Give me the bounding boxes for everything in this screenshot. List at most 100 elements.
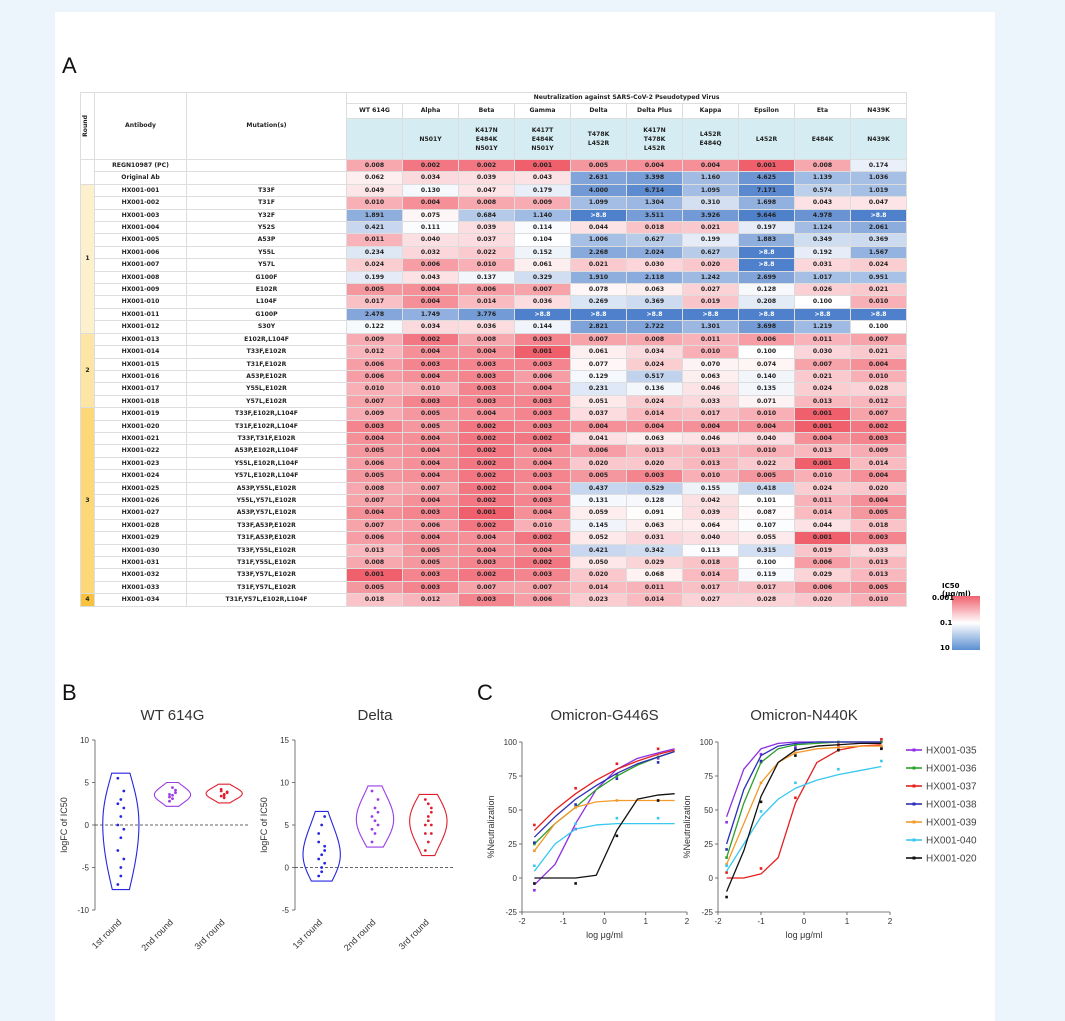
ic50-cell: 0.034	[626, 345, 683, 359]
panel-c-label: C	[477, 680, 493, 705]
ic50-cell: 0.039	[458, 171, 515, 185]
ic50-cell: 0.111	[402, 221, 459, 235]
ic50-cell: >8.8	[738, 258, 795, 272]
ic50-cell: 0.574	[794, 183, 851, 198]
ic50-cell: 0.061	[514, 258, 571, 272]
legend-colorbar	[952, 596, 980, 650]
mutation-cell: E102R,L104F	[186, 332, 347, 347]
ic50-cell: 0.010	[849, 295, 908, 309]
ic50-cell: 3.511	[626, 208, 683, 223]
ic50-cell: 0.063	[626, 283, 683, 297]
ic50-cell: 0.004	[738, 419, 795, 433]
ic50-cell: 0.006	[570, 444, 627, 458]
ic50-cell: 0.002	[458, 568, 515, 582]
ic50-cell: 0.005	[402, 555, 459, 570]
ic50-cell: 0.063	[626, 431, 683, 446]
mutation-cell: G100P	[186, 307, 347, 322]
ic50-cell: 0.013	[849, 568, 908, 582]
ic50-legend: IC50 (μg/ml) 0.001 0.1 10	[910, 582, 990, 654]
antibody-cell: HX001-022	[94, 444, 187, 458]
ic50-cell: 0.051	[570, 394, 627, 409]
panel-b-label: B	[62, 680, 77, 705]
antibody-cell: HX001-014	[94, 345, 187, 359]
mutation-cell: T33F,E102R	[186, 345, 347, 359]
header-variant-mutations: L452R E484Q	[682, 118, 739, 160]
ic50-cell: 0.349	[794, 233, 851, 247]
ic50-cell: 0.113	[682, 543, 739, 558]
antibody-cell: HX001-017	[94, 382, 187, 396]
header-mutation: Mutation(s)	[186, 92, 347, 160]
ic50-cell: 1.304	[626, 196, 683, 210]
ic50-cell: 0.005	[849, 506, 908, 520]
antibody-cell: HX001-006	[94, 245, 187, 260]
ic50-cell: 0.032	[402, 245, 459, 260]
ic50-cell: 0.001	[458, 506, 515, 520]
ic50-cell: 1.017	[794, 270, 851, 285]
table-row: HX001-022 A53P,E102R,L104F 0.005 0.004 0.002…	[81, 444, 908, 458]
ic50-cell: 0.010	[346, 382, 403, 396]
antibody-cell: Original Ab	[94, 171, 187, 185]
ic50-cell: 0.003	[402, 357, 459, 371]
ic50-cell: 0.004	[402, 196, 459, 210]
ic50-cell: 0.010	[738, 444, 795, 458]
ic50-cell: 0.231	[570, 382, 627, 396]
ic50-cell: 0.034	[402, 320, 459, 334]
ic50-cell: 0.002	[849, 419, 908, 433]
ic50-cell: 0.043	[402, 270, 459, 285]
ic50-cell: >8.8	[626, 307, 683, 322]
antibody-cell: HX001-010	[94, 295, 187, 309]
ic50-cell: 0.034	[402, 171, 459, 185]
header-variant-mutations: E484K	[794, 118, 851, 160]
ic50-cell: 0.627	[682, 245, 739, 260]
ic50-cell: 0.014	[570, 580, 627, 595]
ic50-cell: 0.017	[682, 407, 739, 421]
ic50-cell: 0.046	[682, 382, 739, 396]
table-row: HX001-032 T33F,Y57L,E102R 0.001 0.003 0.002 0…	[81, 568, 908, 582]
mutation-cell: T31F,Y57L,E102R	[186, 580, 347, 595]
ic50-cell: 0.014	[458, 295, 515, 309]
mutation-cell: T33F,Y57L,E102R	[186, 568, 347, 582]
table-row: HX001-026 Y55L,Y57L,E102R 0.007 0.004 0.002 0…	[81, 493, 908, 508]
ic50-cell: 0.018	[682, 555, 739, 570]
header-variant: Delta Plus	[626, 103, 683, 119]
round-cell	[80, 159, 95, 185]
ic50-cell: 0.001	[794, 531, 851, 545]
antibody-cell: HX001-024	[94, 469, 187, 483]
table-row: HX001-015 T31F,E102R 0.006 0.003 0.003 0.003 0…	[81, 357, 908, 371]
mutation-cell: T31F,A53P,E102R	[186, 531, 347, 545]
header-variant: Eta	[794, 103, 851, 119]
antibody-cell: HX001-003	[94, 208, 187, 223]
ic50-cell: 0.315	[738, 543, 795, 558]
ic50-cell: 1.891	[346, 208, 403, 223]
antibody-cell: HX001-031	[94, 555, 187, 570]
ic50-cell: >8.8	[849, 307, 908, 322]
ic50-cell: 2.821	[570, 320, 627, 334]
ic50-cell: 0.342	[626, 543, 683, 558]
table-row: HX001-021 T33F,T31F,E102R 0.004 0.004 0.002 0…	[81, 431, 908, 446]
header-variant-mutations: K417N E484K N501Y	[458, 118, 515, 160]
mutation-cell	[186, 158, 347, 173]
ic50-cell: 0.003	[458, 382, 515, 396]
ic50-cell: 0.024	[626, 394, 683, 409]
ic50-cell: 0.012	[402, 593, 459, 607]
ic50-cell: 0.012	[849, 394, 908, 409]
ic50-cell: 0.021	[849, 345, 908, 359]
ic50-cell: 3.698	[738, 320, 795, 334]
ic50-cell: 0.044	[570, 221, 627, 235]
ic50-cell: 0.003	[514, 357, 571, 371]
mutation-cell: Y55L	[186, 245, 347, 260]
table-row: HX001-005 A53P 0.011 0.040 0.037 0.104 1.006 0.…	[81, 233, 908, 247]
ic50-cell: 0.004	[402, 369, 459, 384]
header-variant-mutations: K417N T478K L452R	[626, 118, 683, 160]
antibody-cell: HX001-032	[94, 568, 187, 582]
ic50-cell: 0.064	[682, 518, 739, 533]
ic50-cell: 0.136	[626, 382, 683, 396]
ic50-cell: 0.004	[626, 419, 683, 433]
ic50-cell: 0.024	[346, 258, 403, 272]
ic50-cell: 0.039	[458, 221, 515, 235]
ic50-cell: 0.004	[514, 481, 571, 495]
ic50-cell: 0.004	[402, 345, 459, 359]
ic50-cell: 0.001	[346, 568, 403, 582]
ic50-cell: >8.8	[514, 307, 571, 322]
ic50-cell: 0.013	[346, 543, 403, 558]
